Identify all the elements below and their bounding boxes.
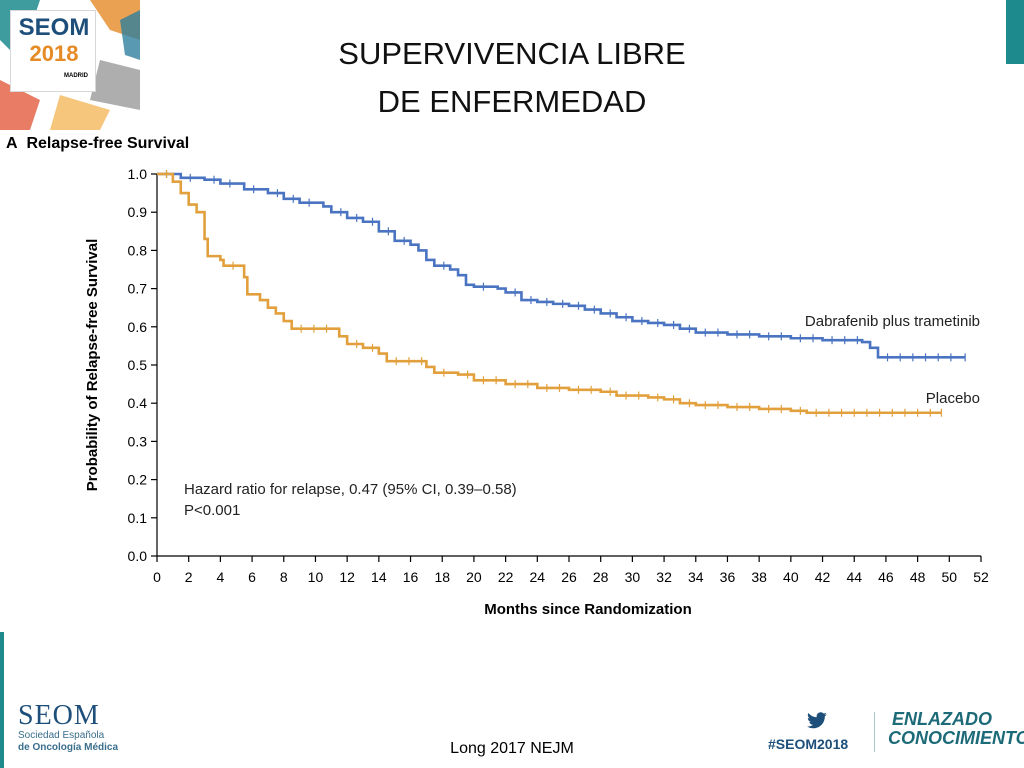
conference-hashtag: #SEOM2018: [768, 736, 849, 752]
series-label-placebo: Placebo: [926, 390, 980, 407]
citation: Long 2017 NEJM: [450, 740, 574, 757]
panel-title: A Relapse-free Survival: [6, 135, 189, 153]
x-tick-label: 34: [688, 569, 704, 585]
chart-series: [157, 170, 966, 417]
slide-title-line1: SUPERVIVENCIA LIBRE: [338, 36, 686, 71]
x-tick-label: 30: [625, 569, 641, 585]
x-tick-label: 12: [339, 569, 355, 585]
brand-tagline-line1: ENLAZADO: [892, 709, 992, 729]
x-tick-label: 50: [942, 569, 958, 585]
footer-society-line1: Sociedad Española: [18, 730, 105, 741]
y-tick-label: 0.1: [128, 510, 148, 526]
x-tick-label: 0: [153, 569, 161, 585]
footer-seom-logo: SEOM: [18, 700, 100, 731]
x-tick-label: 6: [248, 569, 256, 585]
twitter-icon: [807, 712, 827, 729]
x-tick-label: 22: [498, 569, 514, 585]
footer-divider: [874, 712, 875, 752]
logo-city-text: MADRID: [64, 73, 88, 79]
x-tick-label: 44: [846, 569, 862, 585]
hazard-ratio-annotation: Hazard ratio for relapse, 0.47 (95% CI, …: [184, 481, 517, 498]
x-tick-label: 42: [815, 569, 831, 585]
x-tick-label: 40: [783, 569, 799, 585]
series-line-dabrafenib: [157, 172, 966, 359]
y-tick-label: 0.4: [128, 395, 148, 411]
x-tick-label: 26: [561, 569, 577, 585]
y-tick-label: 0.8: [128, 242, 148, 258]
y-tick-label: 0.2: [128, 472, 148, 488]
brand-tagline-line2: CONOCIMIENTO: [888, 728, 1024, 748]
y-tick-label: 0.9: [128, 204, 148, 220]
x-tick-label: 52: [973, 569, 989, 585]
chart-axes: 0.00.10.20.30.40.50.60.70.80.91.00 2 4 6 8 10…: [128, 166, 989, 585]
y-axis-label: Probability of Relapse-free Survival: [84, 239, 101, 492]
panel-label: A: [6, 135, 18, 152]
x-tick-label: 38: [751, 569, 767, 585]
x-tick-label: 24: [530, 569, 546, 585]
x-axis-label: Months since Randomization: [484, 601, 692, 618]
x-tick-label: 8: [280, 569, 288, 585]
logo-year-text: 2018: [29, 41, 79, 66]
x-tick-label: 28: [593, 569, 609, 585]
logo-seom-text: SEOM: [18, 14, 90, 41]
x-tick-label: 2: [185, 569, 193, 585]
x-tick-label: 46: [878, 569, 894, 585]
p-value-annotation: P<0.001: [184, 502, 240, 519]
x-tick-label: 48: [910, 569, 926, 585]
right-accent-bar: [1006, 0, 1024, 64]
x-tick-label: 4: [216, 569, 224, 585]
series-label-dabrafenib: Dabrafenib plus trametinib: [805, 313, 980, 330]
y-tick-label: 1.0: [128, 166, 148, 182]
x-tick-label: 32: [656, 569, 672, 585]
y-tick-label: 0.6: [128, 319, 148, 335]
x-tick-label: 18: [434, 569, 450, 585]
y-tick-label: 0.0: [128, 548, 148, 564]
x-tick-label: 10: [308, 569, 324, 585]
x-tick-label: 14: [371, 569, 387, 585]
slide-title-line2: DE ENFERMEDAD: [377, 84, 647, 119]
slide-title: SUPERVIVENCIA LIBRE DE ENFERMEDAD: [312, 30, 712, 126]
km-chart: 0.00.10.20.30.40.50.60.70.80.91.00 2 4 6 8 10…: [84, 166, 989, 618]
conference-logo: [10, 10, 96, 92]
series-line-placebo: [157, 172, 942, 415]
footer-society-line2: de Oncología Médica: [18, 742, 119, 753]
left-accent-bar: [0, 632, 4, 768]
y-tick-label: 0.3: [128, 433, 148, 449]
y-tick-label: 0.7: [128, 281, 148, 297]
x-tick-label: 20: [466, 569, 482, 585]
x-tick-label: 36: [720, 569, 736, 585]
x-tick-label: 16: [403, 569, 419, 585]
y-tick-label: 0.5: [128, 357, 148, 373]
chart-title: Relapse-free Survival: [26, 135, 190, 152]
